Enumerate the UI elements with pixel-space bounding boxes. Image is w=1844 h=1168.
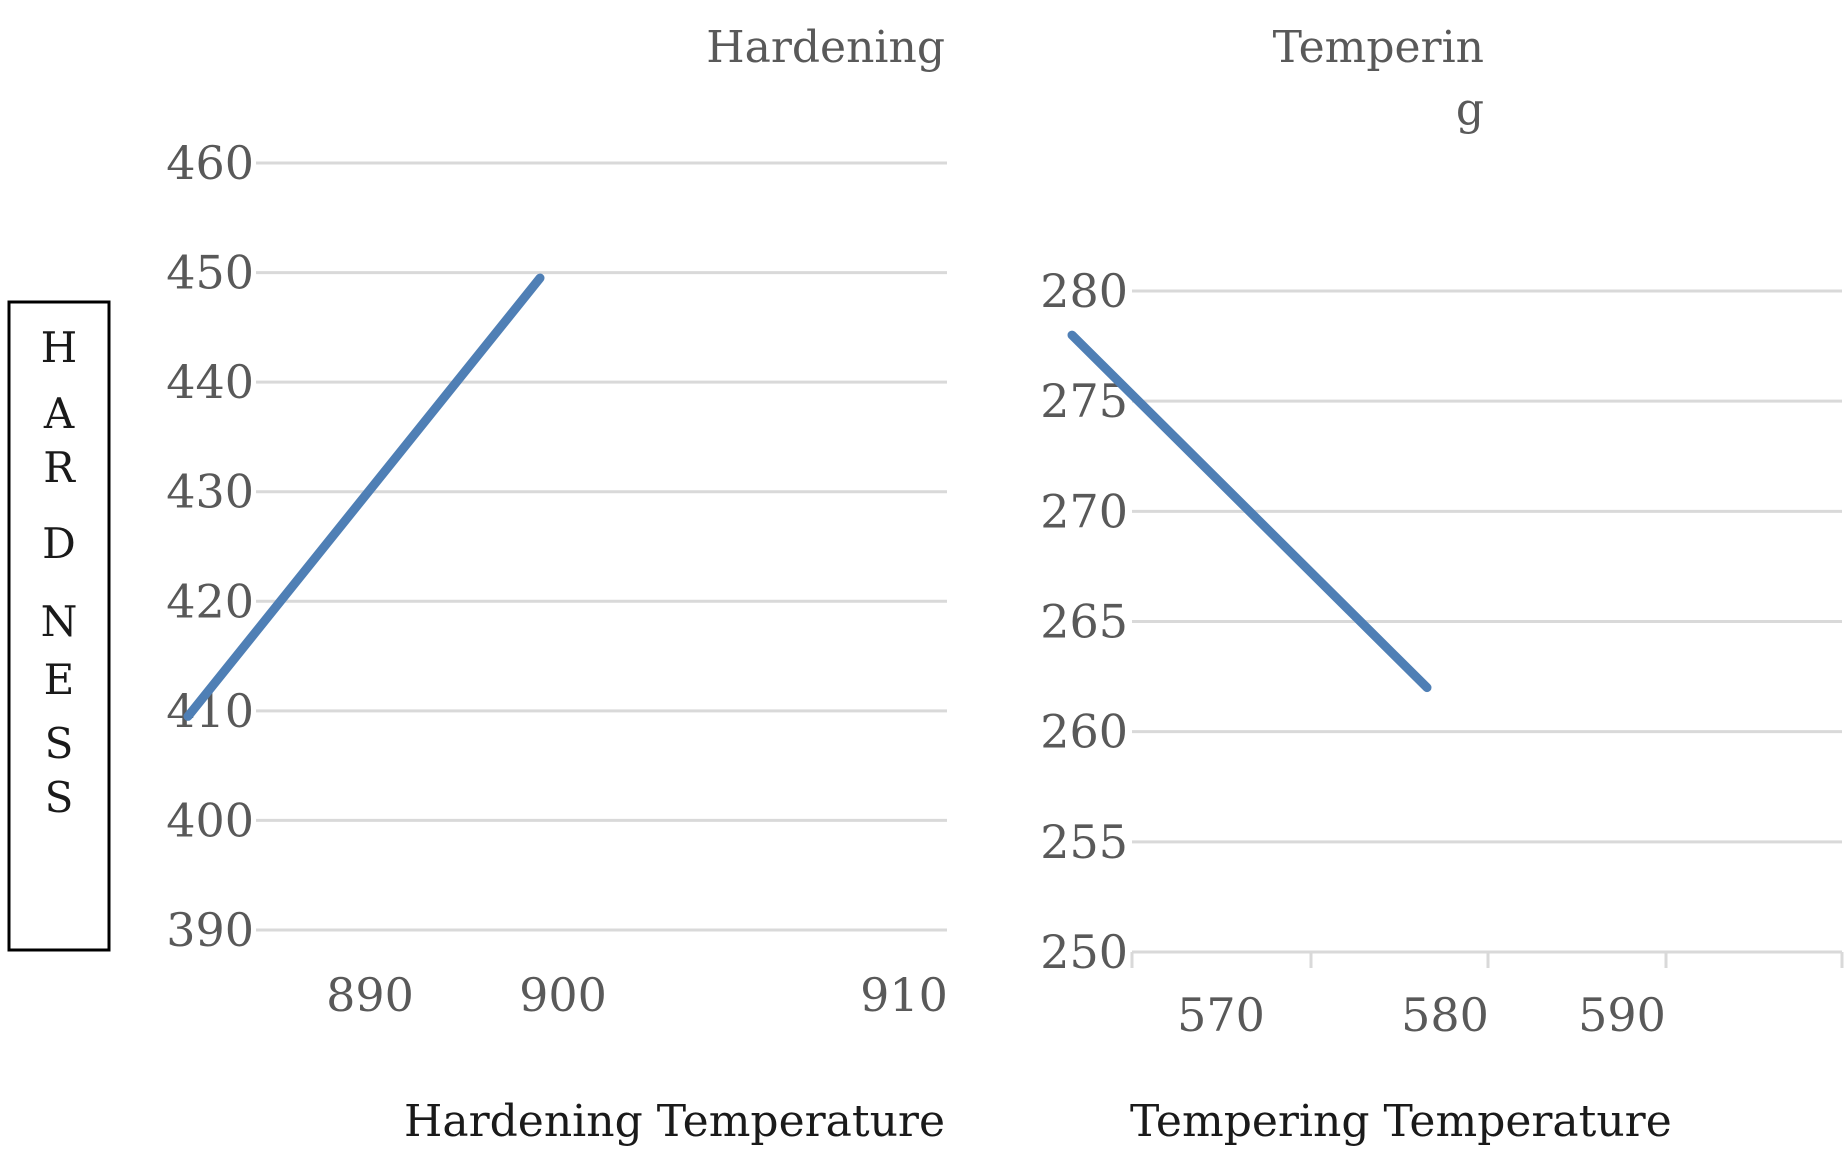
x-tick-label: 580: [1401, 988, 1489, 1042]
tempering-chart-title: Temperin g: [1273, 22, 1484, 135]
y-tick-label: 280: [1040, 264, 1128, 318]
ylabel-letter: S: [45, 773, 74, 822]
series-line: [183, 273, 545, 721]
ylabel-letter: S: [45, 719, 74, 768]
tempering-gridlines: [1130, 289, 1844, 968]
y-tick-label: 260: [1040, 705, 1128, 759]
y-tick-label: 440: [166, 355, 254, 409]
y-tick-label: 420: [166, 574, 254, 628]
y-tick-label: 450: [166, 246, 254, 300]
tempering-y-ticks: 250 255 260 265 270 275 280: [1040, 264, 1128, 979]
tempering-series: [1067, 330, 1432, 693]
hardening-chart-title: Hardening: [706, 22, 945, 73]
ylabel-letter: H: [41, 323, 78, 372]
x-tick-label: 910: [860, 968, 948, 1022]
tempering-panel: Temperin g 250 255 260 265 270 275 280 570 580 59…: [1040, 22, 1844, 1147]
ylabel-letter: N: [41, 597, 78, 646]
x-tick-label: 900: [519, 968, 607, 1022]
y-tick-label: 390: [166, 903, 254, 957]
tempering-x-ticks: 570 580 590: [1177, 988, 1666, 1042]
y-tick-label: 250: [1040, 925, 1128, 979]
hardening-gridlines: [256, 161, 947, 932]
y-tick-label: 400: [166, 793, 254, 847]
ylabel-letter: E: [44, 655, 75, 704]
y-tick-label: 460: [166, 136, 254, 190]
y-tick-label: 265: [1040, 595, 1128, 649]
ylabel-letter: D: [42, 519, 76, 568]
hardening-x-ticks: 890 900 910: [326, 968, 948, 1022]
y-tick-label: 255: [1040, 815, 1128, 869]
y-tick-label: 270: [1040, 484, 1128, 538]
ylabel-box: [7, 300, 111, 952]
ylabel-letter: R: [43, 443, 76, 492]
x-tick-label: 890: [326, 968, 414, 1022]
ylabel-letter: A: [43, 389, 75, 438]
x-tick-label: 590: [1578, 988, 1666, 1042]
y-tick-label: 275: [1040, 374, 1128, 428]
hardening-series: [183, 273, 545, 721]
hardening-x-axis-title: Hardening Temperature: [404, 1096, 945, 1147]
tempering-x-axis-title: Tempering Temperature: [1130, 1096, 1672, 1147]
y-tick-label: 430: [166, 465, 254, 519]
x-tick-label: 570: [1177, 988, 1265, 1042]
series-line: [1067, 330, 1432, 693]
